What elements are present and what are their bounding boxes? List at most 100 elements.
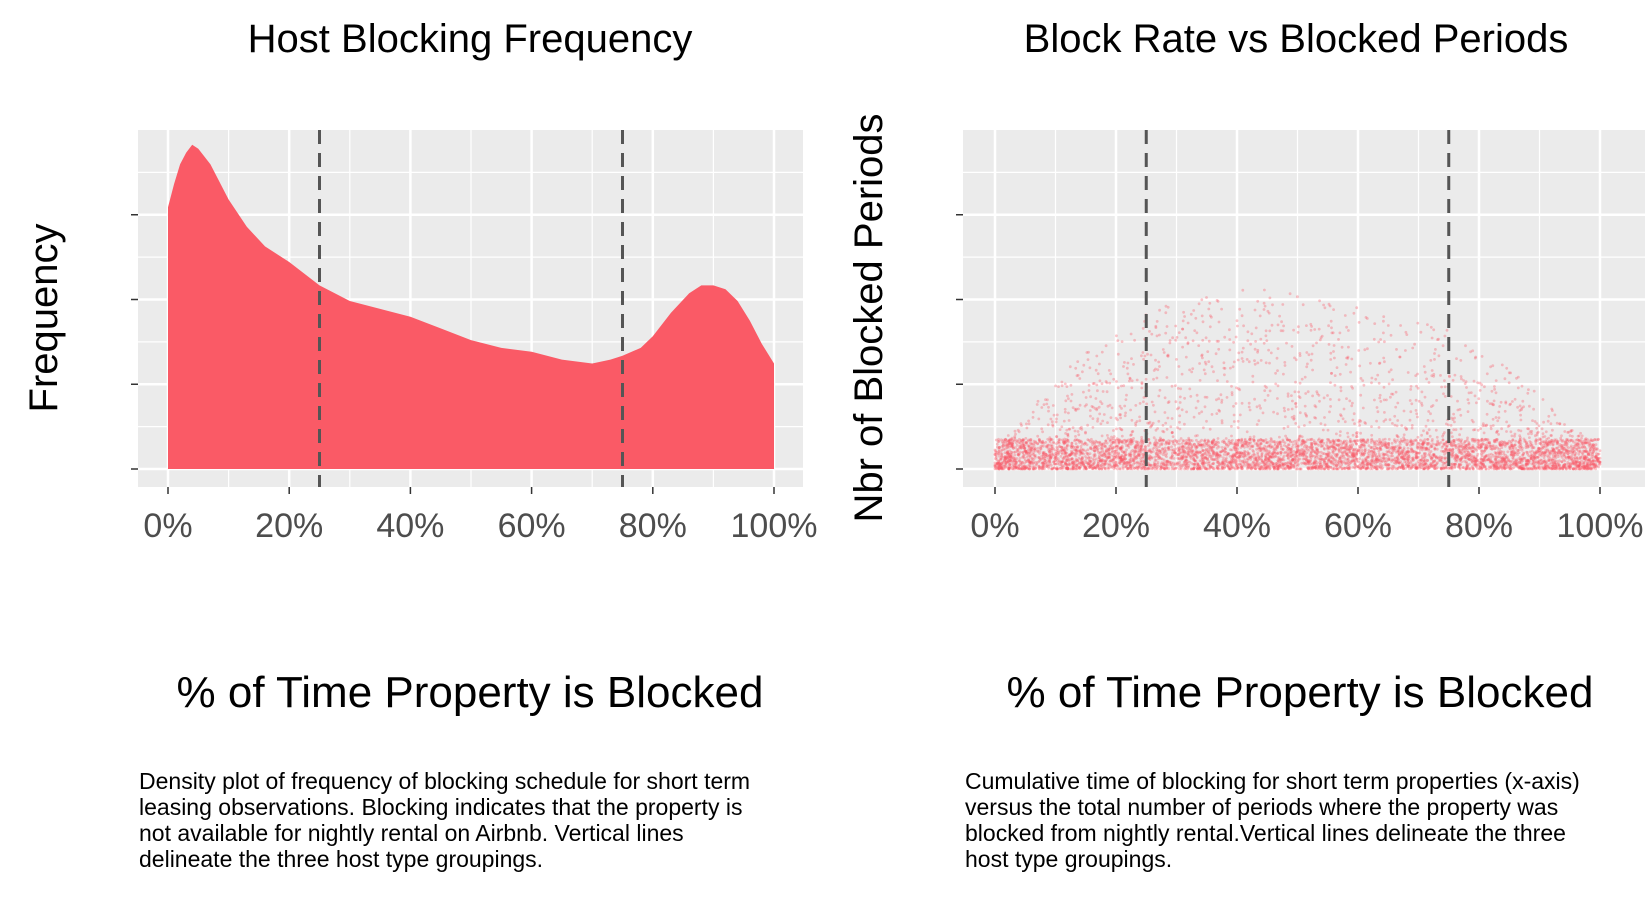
scatter-point xyxy=(1532,455,1536,459)
scatter-point xyxy=(1062,446,1066,450)
scatter-point xyxy=(1434,428,1438,432)
scatter-point xyxy=(1025,451,1028,455)
scatter-point xyxy=(1498,460,1501,464)
scatter-point xyxy=(1162,463,1165,467)
scatter-point xyxy=(1249,458,1253,461)
scatter-point xyxy=(1078,377,1082,380)
scatter-point xyxy=(1206,350,1210,353)
scatter-point xyxy=(1436,439,1440,443)
scatter-point xyxy=(1198,450,1202,454)
scatter-point xyxy=(1352,454,1356,458)
scatter-point xyxy=(1064,399,1068,403)
scatter-point xyxy=(1257,458,1261,461)
scatter-point xyxy=(1247,401,1251,405)
scatter-point xyxy=(1332,350,1335,353)
scatter-point xyxy=(1537,462,1541,465)
scatter-point xyxy=(1411,456,1415,460)
scatter-point xyxy=(1081,370,1084,374)
scatter-point xyxy=(1374,458,1378,461)
scatter-point xyxy=(1286,456,1290,460)
scatter-point xyxy=(1204,362,1208,366)
scatter-point xyxy=(1339,386,1343,389)
scatter-point xyxy=(1220,401,1224,404)
scatter-point xyxy=(1586,458,1590,462)
scatter-point xyxy=(1524,440,1528,444)
scatter-point xyxy=(1380,444,1384,448)
scatter-point xyxy=(1422,446,1426,449)
scatter-point xyxy=(1579,440,1583,444)
scatter-point xyxy=(1446,423,1450,427)
scatter-point xyxy=(1416,445,1420,449)
scatter-point xyxy=(1315,447,1319,451)
scatter-point xyxy=(1314,467,1318,470)
scatter-point xyxy=(1063,437,1066,441)
scatter-point xyxy=(1337,443,1341,447)
scatter-point xyxy=(1190,467,1194,471)
scatter-point xyxy=(1168,341,1172,345)
scatter-point xyxy=(1094,368,1098,372)
scatter-point xyxy=(1251,380,1255,384)
scatter-point xyxy=(1058,459,1062,463)
scatter-point xyxy=(1485,372,1489,376)
scatter-point xyxy=(1184,355,1188,359)
scatter-point xyxy=(1234,441,1238,444)
scatter-point xyxy=(1281,456,1285,460)
scatter-point xyxy=(1267,348,1270,352)
scatter-point xyxy=(1527,427,1530,431)
scatter-point xyxy=(1382,315,1386,318)
scatter-point xyxy=(1143,354,1147,358)
scatter-point xyxy=(1494,445,1498,448)
scatter-point xyxy=(1141,464,1144,468)
scatter-point xyxy=(1477,440,1480,444)
scatter-point xyxy=(1075,463,1079,467)
scatter-point xyxy=(1485,438,1489,442)
scatter-point xyxy=(1443,334,1447,338)
scatter-point xyxy=(1041,430,1044,434)
scatter-point xyxy=(1139,441,1142,445)
scatter-point xyxy=(1217,455,1221,458)
scatter-point xyxy=(1339,430,1342,433)
scatter-point xyxy=(1268,296,1272,300)
scatter-point xyxy=(1082,390,1085,394)
scatter-point xyxy=(1358,364,1362,368)
scatter-point xyxy=(1268,467,1272,471)
scatter-point xyxy=(1427,453,1431,457)
scatter-point xyxy=(1076,430,1080,433)
scatter-point xyxy=(1156,464,1160,468)
scatter-point xyxy=(1001,467,1005,471)
scatter-point xyxy=(1577,439,1581,442)
scatter-point xyxy=(1494,391,1498,395)
scatter-point xyxy=(1431,455,1435,459)
scatter-point xyxy=(1556,439,1560,443)
scatter-point xyxy=(1019,444,1023,447)
scatter-point xyxy=(1580,434,1584,438)
scatter-point xyxy=(1258,467,1262,471)
scatter-point xyxy=(1091,448,1094,451)
scatter-point xyxy=(1244,442,1248,446)
scatter-point xyxy=(1189,467,1193,471)
scatter-point xyxy=(1050,467,1054,471)
scatter-point xyxy=(1479,442,1483,446)
scatter-point xyxy=(1156,452,1160,456)
scatter-point xyxy=(1127,461,1131,465)
scatter-point xyxy=(1420,458,1423,462)
scatter-point xyxy=(1006,457,1010,461)
scatter-point xyxy=(1107,455,1110,459)
scatter-point xyxy=(1378,441,1381,445)
scatter-point xyxy=(1337,450,1341,454)
scatter-point xyxy=(1444,461,1447,465)
scatter-point xyxy=(1262,301,1266,305)
scatter-point xyxy=(1339,459,1343,462)
scatter-point xyxy=(1489,452,1493,456)
scatter-point xyxy=(1441,434,1444,438)
scatter-point xyxy=(1390,446,1393,450)
scatter-point xyxy=(1352,311,1356,315)
scatter-point xyxy=(1400,424,1404,427)
scatter-point xyxy=(1140,382,1144,386)
scatter-point xyxy=(1286,452,1290,456)
scatter-point xyxy=(1410,466,1413,470)
scatter-point xyxy=(1467,391,1471,395)
scatter-point xyxy=(1410,459,1413,463)
scatter-point xyxy=(1057,452,1060,456)
scatter-point xyxy=(1399,466,1403,470)
